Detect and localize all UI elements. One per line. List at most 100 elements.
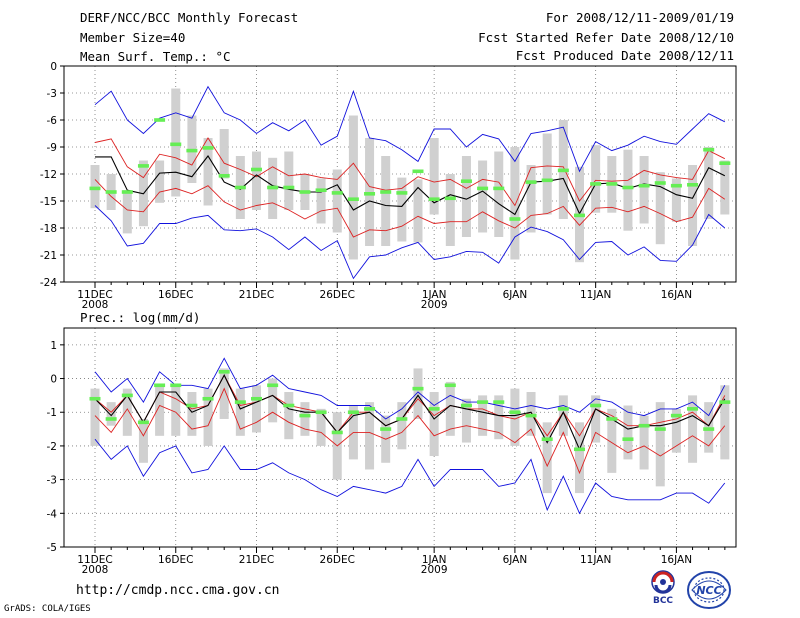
observed-marker: [137, 164, 149, 168]
x-tick-label: 26DEC: [320, 289, 355, 301]
spread-box: [397, 402, 407, 450]
series-upper-envelope-line: [94, 85, 726, 173]
spread-box: [478, 160, 488, 233]
observed-marker: [590, 403, 602, 408]
observed-marker: [186, 148, 198, 153]
ncc-logo: NCC: [686, 570, 732, 614]
observed-marker: [267, 185, 279, 190]
observed-marker: [251, 167, 262, 172]
y-tick-label: 0: [50, 374, 57, 386]
x-tick-label: 6JAN: [503, 554, 528, 566]
x-tick-label: 11JAN: [580, 554, 611, 566]
ncc-logo-text: NCC: [696, 584, 721, 597]
spread-box: [171, 385, 181, 436]
x-tick-label: 1JAN: [422, 289, 447, 301]
spread-box: [688, 165, 698, 246]
observed-marker: [283, 185, 295, 190]
spread-box: [623, 405, 633, 460]
observed-marker: [638, 423, 650, 428]
spread-box: [155, 385, 165, 436]
y-tick-label: -9: [47, 142, 57, 154]
x-tick-label: 16DEC: [158, 289, 193, 301]
spread-box: [623, 149, 633, 231]
spread-box: [348, 115, 358, 260]
spread-box: [187, 392, 197, 436]
observed-marker: [428, 407, 440, 411]
observed-marker: [477, 400, 489, 404]
y-tick-label: -2: [47, 441, 57, 453]
spread-box: [284, 392, 294, 440]
y-tick-label: -18: [40, 223, 57, 235]
observed-marker: [719, 400, 731, 404]
spread-box: [461, 156, 471, 237]
spread-box: [122, 190, 132, 234]
spread-box: [558, 395, 568, 436]
x-year-label: 2009: [421, 564, 448, 576]
spread-box: [478, 395, 488, 436]
x-tick-label: 16DEC: [158, 554, 193, 566]
spread-box: [655, 172, 665, 245]
y-tick-label: -5: [47, 542, 57, 554]
spread-box: [720, 160, 730, 215]
spread-box: [219, 129, 229, 179]
series-upper-red-line: [94, 137, 726, 207]
series-upper-envelope-line: [94, 357, 726, 420]
observed-marker: [525, 180, 537, 184]
observed-marker: [331, 430, 343, 435]
observed-marker: [412, 169, 424, 174]
y-tick-label: -6: [47, 115, 58, 127]
spread-box: [381, 156, 391, 246]
observed-marker: [654, 427, 666, 431]
series-lower-red-line: [94, 387, 726, 475]
spread-box: [639, 415, 649, 470]
bcc-logo: BCC: [642, 568, 684, 610]
observed-marker: [89, 186, 101, 191]
observed-marker: [557, 407, 569, 411]
observed-marker: [137, 420, 149, 425]
observed-marker: [670, 183, 682, 188]
series-lower-red-line: [94, 179, 726, 238]
observed-marker: [670, 413, 682, 418]
spread-box: [461, 398, 471, 443]
observed-marker: [444, 196, 456, 201]
spread-box: [671, 178, 681, 222]
spread-box: [445, 174, 455, 246]
x-year-label: 2008: [82, 564, 109, 576]
observed-marker: [557, 168, 569, 173]
x-tick-label: 21DEC: [239, 289, 274, 301]
spread-box: [688, 395, 698, 463]
observed-marker: [574, 213, 585, 218]
spread-box: [219, 368, 229, 419]
spread-box: [365, 402, 375, 470]
x-year-label: 2008: [82, 299, 109, 311]
spread-box: [284, 151, 294, 210]
spread-box: [445, 381, 455, 436]
temperature-panel-title: Mean Surf. Temp.: °C: [80, 49, 231, 64]
spread-box: [235, 388, 245, 436]
source-url[interactable]: http://cmdp.ncc.cma.gov.cn: [76, 583, 280, 598]
observed-marker: [493, 186, 505, 191]
spread-box: [413, 368, 423, 419]
spread-box: [591, 145, 601, 213]
observed-marker: [234, 185, 246, 190]
spread-box: [397, 177, 407, 242]
observed-marker: [703, 427, 715, 431]
observed-marker: [299, 413, 311, 418]
observed-marker: [170, 142, 182, 147]
observed-marker: [444, 383, 456, 388]
y-tick-label: -24: [40, 277, 57, 289]
observed-marker: [687, 407, 699, 411]
spread-box: [300, 402, 310, 436]
observed-marker: [364, 192, 376, 196]
observed-marker: [719, 161, 731, 165]
chart-title: DERF/NCC/BCC Monthly Forecast: [80, 10, 299, 25]
observed-marker: [154, 118, 166, 122]
spread-box: [671, 408, 681, 453]
x-tick-label: 1JAN: [422, 554, 447, 566]
observed-marker: [541, 178, 553, 183]
y-tick-label: -12: [40, 169, 57, 181]
x-tick-label: 16JAN: [661, 554, 692, 566]
observed-marker: [299, 190, 311, 194]
observed-marker: [396, 191, 408, 195]
x-tick-label: 6JAN: [503, 289, 528, 301]
